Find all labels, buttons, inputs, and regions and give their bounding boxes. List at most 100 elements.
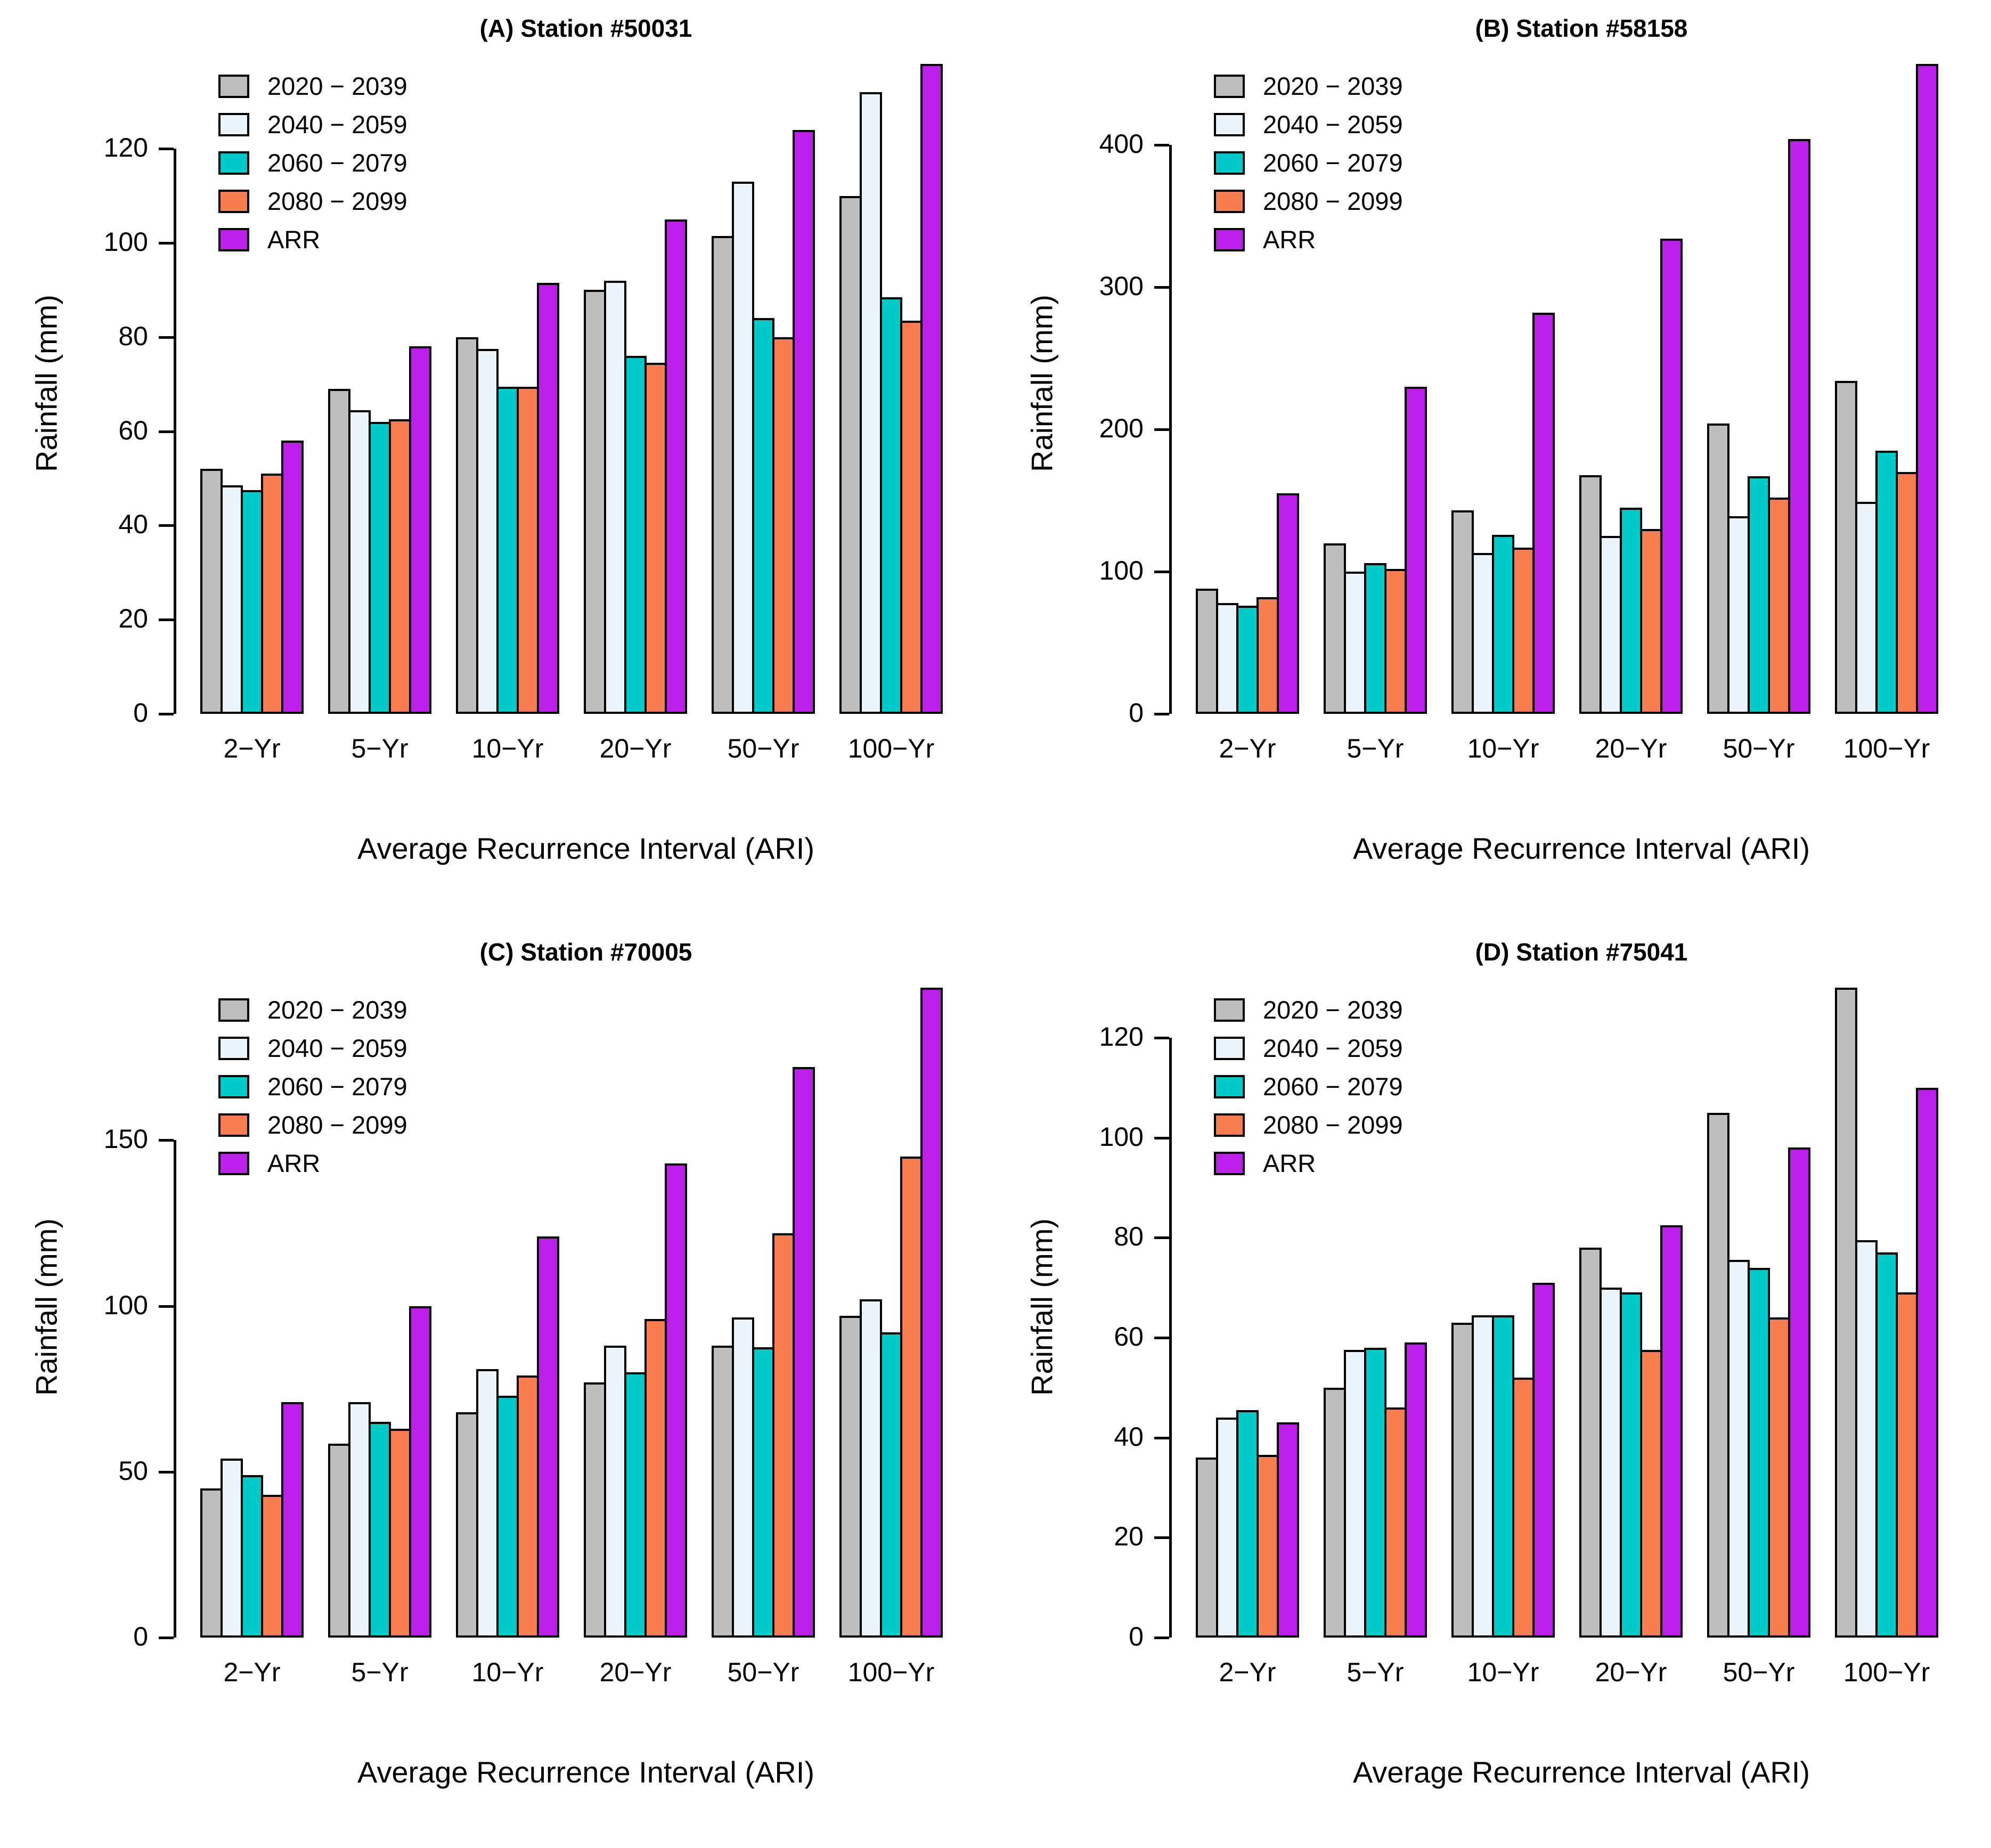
bar-C-20−Yr-2020 − 2039	[584, 1382, 606, 1638]
legend-swatch	[218, 189, 249, 213]
bar-A-100−Yr-2020 − 2039	[839, 196, 862, 714]
bar-B-5−Yr-ARR	[1405, 387, 1427, 714]
y-tick-label: 400	[1099, 129, 1144, 159]
x-tick-label: 2−Yr	[223, 1657, 281, 1687]
bar-B-2−Yr-2060 − 2079	[1236, 606, 1259, 714]
bar-A-20−Yr-ARR	[665, 219, 687, 714]
bar-D-50−Yr-2060 − 2079	[1748, 1268, 1770, 1638]
bar-C-50−Yr-2040 − 2059	[732, 1317, 754, 1638]
y-tick	[159, 618, 174, 622]
legend-item: 2060 − 2079	[218, 148, 407, 177]
bar-A-50−Yr-2020 − 2039	[712, 236, 734, 714]
bar-A-20−Yr-2020 − 2039	[584, 290, 606, 714]
panel-c-legend: 2020 − 2039 2040 − 2059 2060 − 2079 2080 − …	[218, 995, 407, 1178]
panel-b: (B) Station #58158 Rainfall (mm) 2020 − …	[996, 0, 1991, 924]
bar-A-5−Yr-2020 − 2039	[328, 389, 350, 714]
y-tick	[159, 1139, 174, 1142]
legend-item: 2060 − 2079	[1214, 1072, 1403, 1101]
legend-swatch	[218, 998, 249, 1022]
x-tick-label: 100−Yr	[847, 734, 935, 763]
bar-C-100−Yr-2080 − 2099	[900, 1157, 923, 1638]
legend-item: 2080 − 2099	[1214, 186, 1403, 216]
legend-item: ARR	[218, 225, 407, 254]
y-tick-label: 40	[118, 509, 148, 540]
legend-swatch	[218, 1036, 249, 1060]
bar-B-2−Yr-2020 − 2039	[1196, 589, 1218, 714]
bar-D-10−Yr-2040 − 2059	[1472, 1315, 1494, 1638]
bar-C-5−Yr-ARR	[409, 1306, 431, 1638]
bar-B-2−Yr-ARR	[1277, 493, 1299, 714]
legend-label: 2080 − 2099	[1263, 1111, 1403, 1139]
bar-D-100−Yr-2060 − 2079	[1875, 1252, 1898, 1638]
bar-D-2−Yr-2020 − 2039	[1196, 1458, 1218, 1638]
bar-C-100−Yr-2020 − 2039	[839, 1316, 862, 1638]
y-tick-label: 60	[1114, 1321, 1144, 1352]
x-tick-label: 10−Yr	[471, 1657, 544, 1687]
y-tick	[1154, 1536, 1169, 1540]
panel-c: (C) Station #70005 Rainfall (mm) 2020 − …	[0, 924, 996, 1847]
y-tick-label: 0	[133, 1622, 148, 1651]
bar-D-5−Yr-2020 − 2039	[1324, 1388, 1346, 1638]
x-tick-label: 5−Yr	[351, 1657, 409, 1687]
bar-D-2−Yr-ARR	[1277, 1422, 1299, 1638]
y-tick-label: 100	[103, 226, 148, 257]
bar-B-5−Yr-2020 − 2039	[1324, 543, 1346, 714]
bar-C-2−Yr-2020 − 2039	[200, 1488, 223, 1638]
bar-B-100−Yr-2080 − 2099	[1896, 472, 1918, 714]
bar-C-50−Yr-2080 − 2099	[772, 1233, 795, 1638]
bar-C-5−Yr-2040 − 2059	[348, 1402, 371, 1638]
panel-a: (A) Station #50031 Rainfall (mm) 2020 − …	[0, 0, 996, 924]
bar-B-10−Yr-ARR	[1532, 313, 1555, 714]
bar-A-10−Yr-2060 − 2079	[496, 387, 519, 714]
y-tick-label: 20	[118, 604, 148, 634]
bar-C-10−Yr-ARR	[537, 1236, 559, 1638]
y-tick	[1154, 1637, 1169, 1639]
panel-a-x-axis-title: Average Recurrence Interval (ARI)	[357, 832, 814, 865]
bar-A-5−Yr-2080 − 2099	[389, 419, 411, 714]
y-tick-label: 50	[118, 1455, 148, 1486]
bar-B-100−Yr-2060 − 2079	[1875, 451, 1898, 714]
bar-C-2−Yr-ARR	[281, 1402, 304, 1638]
x-tick-label: 5−Yr	[351, 734, 409, 763]
bar-C-5−Yr-2060 − 2079	[369, 1422, 391, 1638]
y-tick-label: 100	[1099, 556, 1144, 586]
bar-A-10−Yr-ARR	[537, 283, 559, 714]
x-tick-label: 50−Yr	[727, 1657, 799, 1687]
bar-C-2−Yr-2040 − 2059	[221, 1459, 243, 1638]
bar-A-2−Yr-2020 − 2039	[200, 469, 223, 714]
bar-A-20−Yr-2060 − 2079	[624, 356, 647, 714]
y-tick	[1154, 1336, 1169, 1339]
bar-D-20−Yr-2060 − 2079	[1620, 1292, 1642, 1638]
bar-D-50−Yr-2080 − 2099	[1768, 1317, 1790, 1638]
bar-C-50−Yr-2060 − 2079	[752, 1347, 774, 1638]
y-axis-line	[174, 1140, 176, 1638]
legend-swatch	[218, 227, 249, 251]
y-tick	[1154, 1236, 1169, 1240]
bar-B-20−Yr-ARR	[1660, 239, 1683, 714]
bar-B-2−Yr-2080 − 2099	[1256, 597, 1279, 714]
bar-D-5−Yr-ARR	[1405, 1342, 1427, 1638]
bar-D-5−Yr-2080 − 2099	[1384, 1407, 1407, 1638]
y-tick-label: 120	[103, 133, 148, 163]
bar-C-2−Yr-2060 − 2079	[241, 1475, 263, 1638]
y-tick	[1154, 713, 1169, 715]
panel-d-title: (D) Station #75041	[1475, 938, 1688, 966]
panel-b-plot-area: 2020 − 2039 2040 − 2059 2060 − 2079 2080 − …	[1099, 53, 1991, 763]
legend-label: 2060 − 2079	[1263, 1072, 1403, 1101]
panel-d-legend: 2020 − 2039 2040 − 2059 2060 − 2079 2080 − …	[1214, 995, 1403, 1178]
panel-b-title: (B) Station #58158	[1475, 14, 1688, 42]
bar-B-10−Yr-2060 − 2079	[1492, 535, 1514, 714]
bar-C-20−Yr-2040 − 2059	[604, 1346, 626, 1638]
bar-B-50−Yr-2080 − 2099	[1768, 498, 1790, 714]
panel-b-legend: 2020 − 2039 2040 − 2059 2060 − 2079 2080 − …	[1214, 71, 1403, 254]
y-tick-label: 80	[118, 321, 148, 351]
bar-C-50−Yr-2020 − 2039	[712, 1346, 734, 1638]
bar-D-50−Yr-2020 − 2039	[1707, 1113, 1729, 1638]
bar-D-2−Yr-2060 − 2079	[1236, 1410, 1259, 1638]
bar-A-100−Yr-2080 − 2099	[900, 321, 923, 714]
legend-swatch	[1214, 1074, 1245, 1098]
legend-item: 2040 − 2059	[218, 1033, 407, 1063]
bar-D-100−Yr-2080 − 2099	[1896, 1292, 1918, 1638]
bar-B-10−Yr-2020 − 2039	[1451, 510, 1474, 714]
